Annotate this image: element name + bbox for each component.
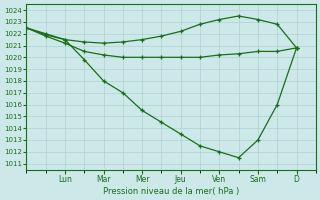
X-axis label: Pression niveau de la mer( hPa ): Pression niveau de la mer( hPa ) xyxy=(103,187,239,196)
